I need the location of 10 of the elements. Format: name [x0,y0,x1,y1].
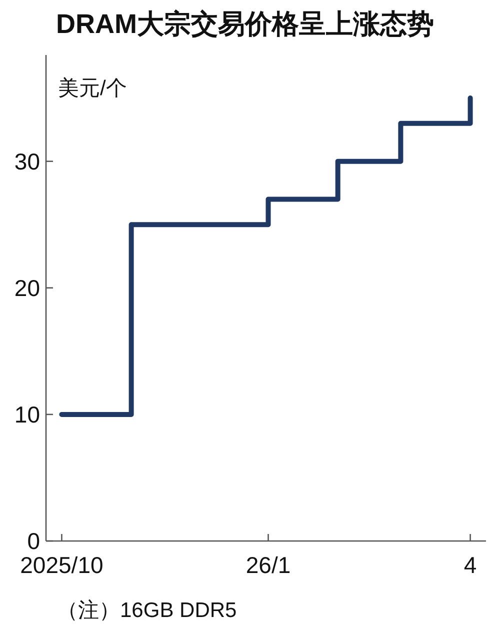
text: （注）16GB DDR5 [57,599,237,622]
x-tick-label: 26/1 [246,552,291,578]
y-tick-label: 0 [27,528,40,554]
x-tick-label: 2025/10 [20,552,104,578]
x-tick-label: 4 [464,552,477,578]
y-tick-label: 10 [14,401,40,428]
y-tick-label: 30 [14,148,40,174]
chart-title: DRAM大宗交易价格呈上涨态势 [56,9,434,39]
y-tick-label: 20 [14,274,40,301]
y-axis-title: 美元/个 [58,77,127,100]
